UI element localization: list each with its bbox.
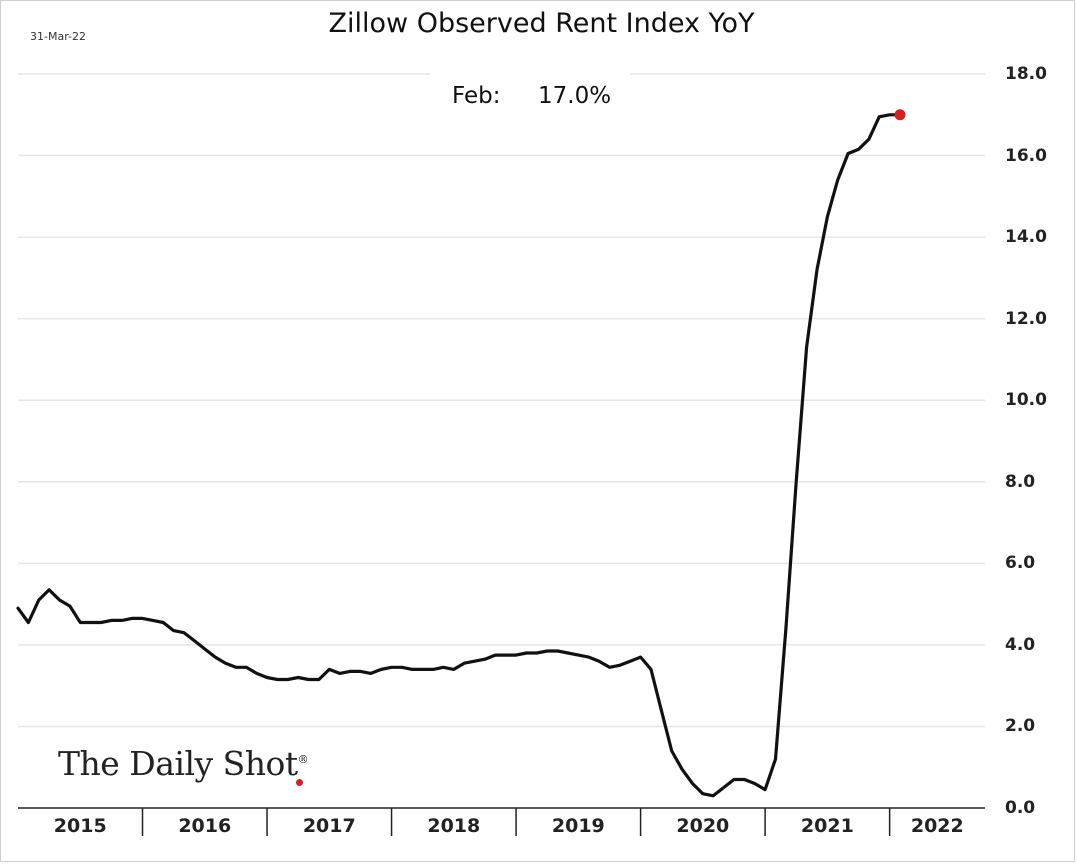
y-tick-label: 16.0 — [1005, 145, 1047, 166]
y-tick-label: 12.0 — [1005, 308, 1047, 329]
y-tick-label: 10.0 — [1005, 390, 1047, 411]
y-tick-label: 8.0 — [1005, 471, 1036, 492]
chart-title-text: Zillow Observed Rent Index YoY — [328, 8, 755, 39]
x-tick-label: 2021 — [800, 815, 854, 837]
x-tick-label: 2015 — [53, 815, 107, 837]
y-tick-label: 2.0 — [1005, 716, 1036, 737]
annotation-label: Feb: — [452, 83, 501, 109]
x-tick-label: 2016 — [178, 815, 232, 837]
x-tick-label: 2022 — [910, 815, 964, 837]
series-line — [16, 113, 902, 798]
daily-shot-logo: The Daily Shot® — [58, 744, 309, 783]
chart-date: 31-Mar-22 — [30, 30, 86, 43]
logo-registered-mark: ® — [297, 753, 309, 766]
logo-red-dot — [296, 779, 303, 786]
y-tick-label: 6.0 — [1005, 553, 1036, 574]
annotation-value: 17.0% — [538, 83, 612, 109]
logo-text: The Daily Shot — [58, 744, 298, 783]
y-tick-label: 14.0 — [1005, 227, 1047, 248]
y-tick-label: 0.0 — [1005, 798, 1036, 818]
chart-title: Zillow Observed Rent Index YoY — [0, 8, 1077, 39]
x-tick-label: 2019 — [551, 815, 605, 837]
y-tick-label: 4.0 — [1005, 634, 1036, 655]
latest-point-marker — [894, 109, 906, 121]
y-tick-label: 18.0 — [1005, 64, 1047, 84]
x-tick-label: 2020 — [676, 815, 730, 837]
x-tick-label: 2018 — [427, 815, 481, 837]
latest-value-annotation: Feb: 17.0% — [430, 68, 630, 124]
x-tick-label: 2017 — [302, 815, 356, 837]
